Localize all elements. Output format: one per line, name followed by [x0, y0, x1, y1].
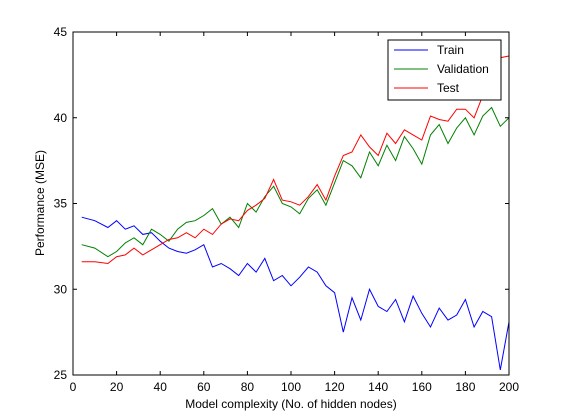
y-tick-label: 35	[54, 197, 68, 211]
x-tick-label: 160	[412, 380, 432, 394]
legend-label-validation: Validation	[437, 62, 489, 76]
tick-layer: 0 20 40 60 80 100 120 140 160 180 200 25 30 35 40 45	[54, 25, 520, 394]
series-line-validation	[81, 106, 510, 258]
y-tick-label: 30	[54, 282, 68, 296]
series-layer	[81, 55, 510, 370]
y-tick-label: 25	[54, 368, 68, 382]
legend: Train Validation Test	[387, 39, 502, 101]
x-tick-label: 120	[325, 380, 345, 394]
x-tick-label: 140	[368, 380, 388, 394]
x-tick-label: 80	[241, 380, 255, 394]
series-line-test	[81, 55, 510, 265]
x-tick-label: 180	[455, 380, 475, 394]
x-tick-label: 40	[154, 380, 168, 394]
x-axis-label: Model complexity (No. of hidden nodes)	[185, 397, 396, 411]
x-tick-label: 200	[499, 380, 519, 394]
y-axis-label: Performance (MSE)	[33, 150, 47, 256]
legend-label-train: Train	[437, 43, 464, 57]
series-line-train	[81, 216, 510, 370]
legend-items: Train Validation Test	[394, 43, 489, 95]
legend-label-test: Test	[437, 81, 460, 95]
y-tick-label: 40	[54, 111, 68, 125]
x-tick-label: 100	[281, 380, 301, 394]
x-tick-label: 60	[197, 380, 211, 394]
x-tick-label: 0	[70, 380, 77, 394]
x-tick-label: 20	[110, 380, 124, 394]
y-tick-label: 45	[54, 25, 68, 39]
